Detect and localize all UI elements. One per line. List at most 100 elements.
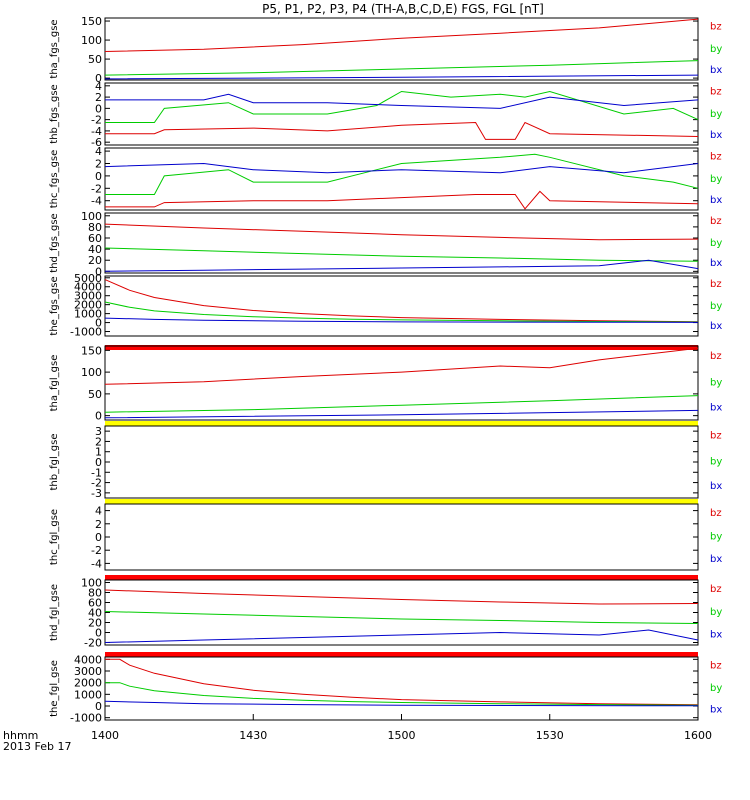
ytick-label: 2	[95, 435, 102, 448]
legend-by: by	[710, 174, 722, 185]
ytick-label: -2	[91, 182, 102, 195]
legend-by: by	[710, 301, 722, 312]
ytick-label: 20	[88, 254, 102, 267]
status-bar-red	[105, 575, 698, 580]
ytick-label: -3	[91, 487, 102, 500]
ytick-label: -1	[91, 466, 102, 479]
legend-bx: bx	[710, 321, 722, 332]
legend-bx: bx	[710, 130, 722, 141]
ytick-label: 2	[95, 158, 102, 171]
series-by-line	[105, 90, 699, 123]
ytick-label: -1000	[70, 712, 102, 725]
ytick-label: 0	[95, 531, 102, 544]
ytick-label: 1000	[74, 308, 102, 321]
ytick-label: 0	[95, 170, 102, 183]
legend-bz: bz	[710, 351, 722, 362]
series-bz-line	[104, 279, 699, 323]
ytick-label: 0	[95, 456, 102, 469]
ytick-label: -2	[91, 114, 102, 127]
ytick-label: 2000	[74, 677, 102, 690]
series-bx-line	[104, 409, 699, 419]
ytick-label: -4	[91, 125, 102, 138]
ytick-label: 0	[95, 700, 102, 713]
series-by-line	[104, 395, 699, 413]
ytick-label: 5000	[74, 272, 102, 285]
status-bar-yellow	[105, 421, 698, 426]
legend-bz: bz	[710, 431, 722, 442]
panel-frame	[104, 147, 699, 211]
series-bx-line	[104, 259, 699, 272]
legend-by: by	[710, 238, 722, 249]
panel-frame	[104, 656, 699, 721]
ytick-label: -6	[91, 136, 102, 149]
ytick-label: 0	[95, 410, 102, 423]
status-bar-yellow	[105, 499, 698, 504]
ytick-label: 0	[95, 102, 102, 115]
legend-bx: bx	[710, 195, 722, 206]
legend-bz: bz	[710, 279, 722, 290]
time-axis-label-date: 2013 Feb 17	[3, 740, 71, 753]
ytick-label: -4	[91, 557, 102, 570]
time-axis: hhmm 2013 Feb 17 1400 1430 1500 1530 1600	[3, 714, 712, 753]
legend-by: by	[710, 378, 722, 389]
ytick-label: 150	[81, 15, 102, 28]
legend-by: by	[710, 683, 722, 694]
ytick-label: 1	[95, 446, 102, 459]
legend-bx: bx	[710, 705, 722, 716]
ytick-label: 2	[95, 91, 102, 104]
ytick-label: 100	[81, 34, 102, 47]
panel-ylabel: thd_fgl_gse	[49, 584, 60, 641]
legend-by: by	[710, 532, 722, 543]
legend-bz: bz	[710, 21, 722, 32]
ytick-label: -2	[91, 477, 102, 490]
ytick-label: 40	[88, 607, 102, 620]
series-by-line	[104, 611, 699, 624]
legend-bz: bz	[710, 151, 722, 162]
ytick-label: 60	[88, 232, 102, 245]
time-axis-label-hhmm: hhmm	[3, 729, 38, 742]
ytick-label: 4	[95, 80, 102, 93]
status-bar-red	[105, 652, 698, 657]
legend-bx: bx	[710, 403, 722, 414]
series-by-line	[104, 247, 699, 262]
panel-ylabel: thd_fgs_gse	[49, 213, 60, 272]
ytick-label: 100	[81, 366, 102, 379]
panel-frame	[104, 82, 699, 146]
ytick-label: 150	[81, 344, 102, 357]
ytick-label: 0	[95, 265, 102, 278]
xtick-label: 1500	[388, 729, 416, 742]
ytick-label: 3	[95, 425, 102, 438]
xtick-label: 1400	[91, 729, 119, 742]
series-bz-line	[104, 18, 699, 52]
series-bx-line	[104, 700, 699, 707]
panel-tha_fgl_gse: 0 50 100 150 tha_fgl_gse bz by bx	[49, 344, 722, 426]
ytick-label: 80	[88, 587, 102, 600]
series-bx-line	[104, 74, 699, 80]
legend-bx: bx	[710, 65, 722, 76]
legend-bx: bx	[710, 258, 722, 269]
series-bz-line	[104, 223, 699, 241]
ytick-label: -2	[91, 544, 102, 557]
ytick-label: 50	[88, 53, 102, 66]
ytick-label: 3000	[74, 290, 102, 303]
ytick-label: -20	[84, 637, 102, 650]
ytick-label: 4	[95, 505, 102, 518]
panel-frame	[104, 345, 699, 421]
series-bx-line	[104, 629, 699, 643]
ytick-label: 1000	[74, 688, 102, 701]
series-bx-line	[104, 162, 699, 174]
legend-by: by	[710, 457, 722, 468]
panel-ylabel: the_fgs_gse	[49, 276, 60, 335]
panel-ylabel: thc_fgl_gse	[49, 509, 60, 565]
chart-title: P5, P1, P2, P3, P4 (TH-A,B,C,D,E) FGS, F…	[262, 2, 544, 16]
ytick-label: 80	[88, 221, 102, 234]
series-bz-line	[105, 658, 699, 706]
ytick-label: 40	[88, 243, 102, 256]
